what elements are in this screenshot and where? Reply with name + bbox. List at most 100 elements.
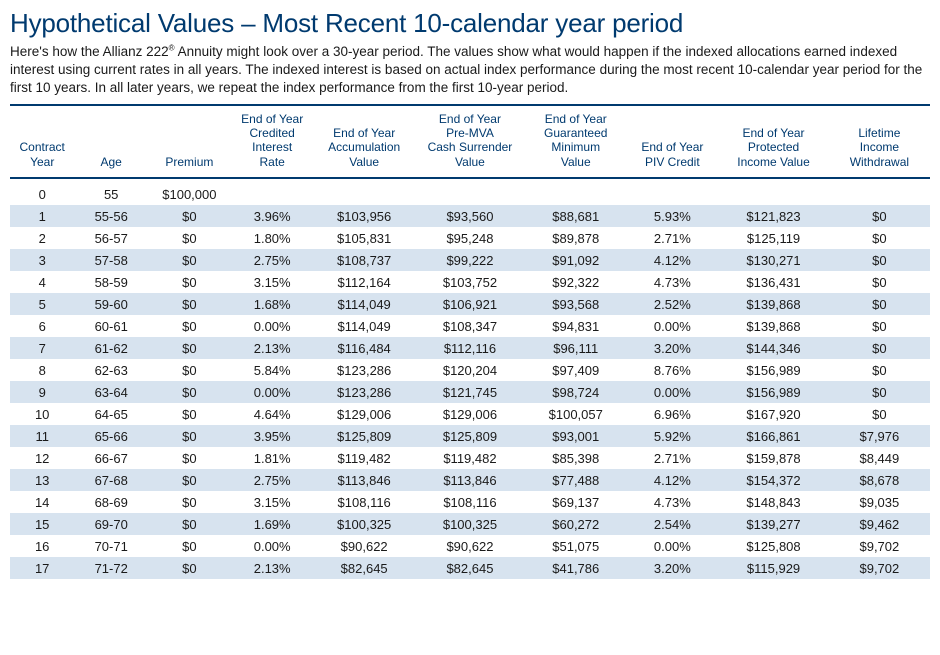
- cell-surr: $100,325: [415, 513, 525, 535]
- table-row: 1165-66$03.95%$125,809$125,809$93,0015.9…: [10, 425, 930, 447]
- cell-gmin: $100,057: [525, 403, 626, 425]
- cell-piv: 0.00%: [626, 381, 718, 403]
- cell-rate: 3.15%: [231, 271, 314, 293]
- table-row: 458-59$03.15%$112,164$103,752$92,3224.73…: [10, 271, 930, 293]
- cell-accum: $125,809: [314, 425, 415, 447]
- cell-piv: 2.52%: [626, 293, 718, 315]
- cell-life: $8,449: [829, 447, 930, 469]
- cell-rate: 3.15%: [231, 491, 314, 513]
- cell-age: 69-70: [74, 513, 148, 535]
- cell-premium: $0: [148, 491, 231, 513]
- cell-year: 11: [10, 425, 74, 447]
- cell-surr: $82,645: [415, 557, 525, 579]
- cell-protect: $156,989: [718, 381, 828, 403]
- cell-age: 67-68: [74, 469, 148, 491]
- table-row: 155-56$03.96%$103,956$93,560$88,6815.93%…: [10, 205, 930, 227]
- cell-age: 63-64: [74, 381, 148, 403]
- cell-rate: 1.68%: [231, 293, 314, 315]
- cell-age: 55-56: [74, 205, 148, 227]
- cell-age: 71-72: [74, 557, 148, 579]
- cell-rate: 3.95%: [231, 425, 314, 447]
- cell-surr: $90,622: [415, 535, 525, 557]
- cell-year: 3: [10, 249, 74, 271]
- cell-premium: $0: [148, 425, 231, 447]
- cell-year: 17: [10, 557, 74, 579]
- cell-surr: [415, 183, 525, 205]
- cell-piv: 2.71%: [626, 227, 718, 249]
- cell-protect: $166,861: [718, 425, 828, 447]
- cell-premium: $0: [148, 469, 231, 491]
- divider-top: [10, 104, 930, 106]
- cell-premium: $0: [148, 293, 231, 315]
- cell-protect: $115,929: [718, 557, 828, 579]
- cell-protect: $136,431: [718, 271, 828, 293]
- cell-age: 57-58: [74, 249, 148, 271]
- cell-surr: $121,745: [415, 381, 525, 403]
- cell-accum: $116,484: [314, 337, 415, 359]
- table-row: 1367-68$02.75%$113,846$113,846$77,4884.1…: [10, 469, 930, 491]
- cell-gmin: $97,409: [525, 359, 626, 381]
- divider-mid: [10, 177, 930, 179]
- cell-rate: 5.84%: [231, 359, 314, 381]
- cell-accum: $114,049: [314, 315, 415, 337]
- cell-gmin: $69,137: [525, 491, 626, 513]
- cell-life: $0: [829, 271, 930, 293]
- cell-premium: $100,000: [148, 183, 231, 205]
- table-row: 1266-67$01.81%$119,482$119,482$85,3982.7…: [10, 447, 930, 469]
- table-row: 963-64$00.00%$123,286$121,745$98,7240.00…: [10, 381, 930, 403]
- cell-protect: $130,271: [718, 249, 828, 271]
- intro-text: Here's how the Allianz 222® Annuity migh…: [10, 43, 930, 98]
- col-header-age: Age: [74, 108, 148, 176]
- cell-gmin: $41,786: [525, 557, 626, 579]
- cell-age: 56-57: [74, 227, 148, 249]
- cell-protect: $139,277: [718, 513, 828, 535]
- col-header-rate: End of YearCreditedInterestRate: [231, 108, 314, 176]
- cell-rate: 0.00%: [231, 315, 314, 337]
- values-table-body: 055$100,000155-56$03.96%$103,956$93,560$…: [10, 183, 930, 579]
- cell-age: 60-61: [74, 315, 148, 337]
- cell-year: 12: [10, 447, 74, 469]
- cell-accum: $129,006: [314, 403, 415, 425]
- cell-gmin: $91,092: [525, 249, 626, 271]
- cell-gmin: $93,001: [525, 425, 626, 447]
- cell-life: $7,976: [829, 425, 930, 447]
- cell-premium: $0: [148, 315, 231, 337]
- cell-year: 4: [10, 271, 74, 293]
- cell-gmin: [525, 183, 626, 205]
- cell-surr: $103,752: [415, 271, 525, 293]
- cell-gmin: $85,398: [525, 447, 626, 469]
- cell-protect: $139,868: [718, 293, 828, 315]
- cell-piv: 4.12%: [626, 249, 718, 271]
- table-header-row: ContractYearAgePremiumEnd of YearCredite…: [10, 108, 930, 176]
- cell-accum: $100,325: [314, 513, 415, 535]
- cell-accum: $108,116: [314, 491, 415, 513]
- cell-age: 58-59: [74, 271, 148, 293]
- cell-surr: $106,921: [415, 293, 525, 315]
- table-row: 761-62$02.13%$116,484$112,116$96,1113.20…: [10, 337, 930, 359]
- cell-year: 8: [10, 359, 74, 381]
- cell-rate: 3.96%: [231, 205, 314, 227]
- cell-life: $9,702: [829, 557, 930, 579]
- cell-protect: $156,989: [718, 359, 828, 381]
- cell-surr: $108,116: [415, 491, 525, 513]
- cell-life: $9,035: [829, 491, 930, 513]
- cell-gmin: $96,111: [525, 337, 626, 359]
- cell-age: 68-69: [74, 491, 148, 513]
- cell-year: 6: [10, 315, 74, 337]
- cell-accum: $82,645: [314, 557, 415, 579]
- cell-gmin: $88,681: [525, 205, 626, 227]
- cell-life: $0: [829, 359, 930, 381]
- page-title: Hypothetical Values – Most Recent 10-cal…: [10, 8, 930, 39]
- cell-piv: 0.00%: [626, 315, 718, 337]
- table-row: 1468-69$03.15%$108,116$108,116$69,1374.7…: [10, 491, 930, 513]
- cell-surr: $93,560: [415, 205, 525, 227]
- cell-surr: $112,116: [415, 337, 525, 359]
- cell-life: $8,678: [829, 469, 930, 491]
- table-row: 559-60$01.68%$114,049$106,921$93,5682.52…: [10, 293, 930, 315]
- cell-age: 65-66: [74, 425, 148, 447]
- col-header-piv: End of YearPIV Credit: [626, 108, 718, 176]
- cell-accum: $123,286: [314, 381, 415, 403]
- cell-year: 13: [10, 469, 74, 491]
- table-row: 1064-65$04.64%$129,006$129,006$100,0576.…: [10, 403, 930, 425]
- cell-piv: 4.12%: [626, 469, 718, 491]
